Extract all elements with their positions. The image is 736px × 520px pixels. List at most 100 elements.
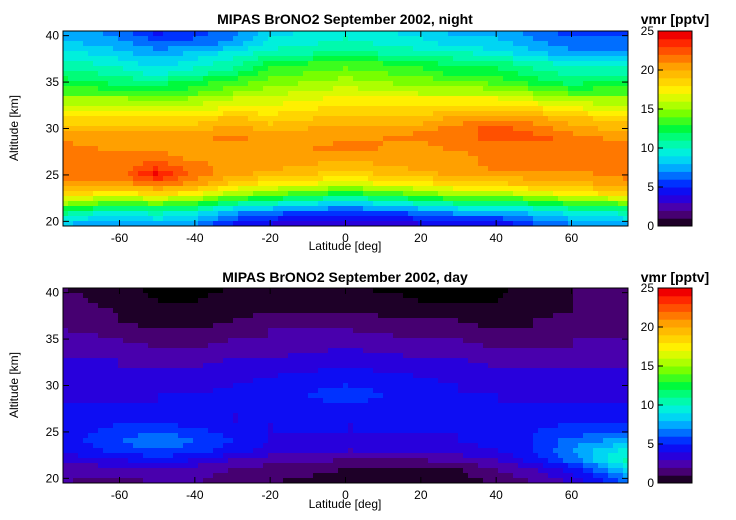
contour-cell [73,31,79,37]
contour-cell [138,308,144,314]
contour-cell [423,196,429,202]
contour-cell [228,146,234,152]
contour-cell [548,46,554,52]
contour-cell [318,156,324,162]
contour-cell [218,303,224,309]
contour-cell [173,136,179,142]
contour-cell [508,196,514,202]
contour-cell [453,293,459,299]
contour-cell [533,166,539,172]
contour-cell [248,41,254,47]
contour-cell [128,126,134,132]
contour-cell [378,51,384,57]
contour-cell [263,136,269,142]
contour-cell [558,161,564,167]
contour-cell [413,96,419,102]
contour-cell [393,303,399,309]
contour-cell [498,96,504,102]
contour-cell [198,201,204,207]
contour-cell [508,96,514,102]
contour-cell [503,141,509,147]
contour-cell [193,293,199,299]
contour-cell [408,201,414,207]
contour-cell [328,101,334,107]
contour-cell [498,76,504,82]
contour-cell [73,41,79,47]
contour-cell [448,161,454,167]
contour-cell [423,293,429,299]
contour-cell [293,41,299,47]
contour-cell [183,91,189,97]
contour-cell [488,196,494,202]
contour-cell [453,211,459,217]
contour-cell [598,161,604,167]
contour-cell [293,288,299,294]
contour-cell [78,41,84,47]
contour-cell [413,201,419,207]
contour-cell [378,76,384,82]
contour-cell [388,186,394,192]
contour-cell [423,121,429,127]
contour-cell [308,101,314,107]
contour-cell [543,298,549,304]
contour-cell [358,66,364,72]
contour-cell [493,146,499,152]
contour-cell [103,136,109,142]
contour-cell [463,166,469,172]
contour-cell [108,146,114,152]
contour-cell [373,181,379,187]
contour-cell [578,91,584,97]
contour-cell [463,201,469,207]
contour-cell [463,116,469,122]
contour-cell [443,196,449,202]
contour-cell [448,211,454,217]
contour-cell [183,81,189,87]
contour-cell [408,101,414,107]
contour-cell [188,303,194,309]
contour-cell [398,146,404,152]
contour-cell [398,191,404,197]
contour-cell [183,31,189,37]
contour-cell [463,111,469,117]
contour-cell [193,36,199,42]
contour-cell [378,196,384,202]
contour-cell [93,66,99,72]
contour-cell [293,136,299,142]
contour-cell [623,61,629,67]
contour-cell [443,91,449,97]
contour-cell [498,36,504,42]
contour-cell [608,66,614,72]
contour-cell [288,216,294,222]
contour-cell [378,91,384,97]
contour-cell [403,146,409,152]
contour-cell [178,288,184,294]
contour-cell [418,293,424,299]
contour-cell [283,106,289,112]
contour-cell [83,141,89,147]
contour-cell [338,131,344,137]
contour-cell [313,166,319,172]
contour-cell [143,66,149,72]
contour-cell [63,96,69,102]
contour-cell [548,176,554,182]
contour-cell [588,161,594,167]
contour-cell [68,211,74,217]
contour-cell [63,111,69,117]
contour-cell [138,166,144,172]
contour-cell [368,46,374,52]
contour-cell [158,46,164,52]
contour-cell [353,106,359,112]
contour-cell [343,166,349,172]
contour-cell [408,186,414,192]
contour-cell [518,161,524,167]
contour-cell [433,76,439,82]
contour-cell [188,186,194,192]
contour-cell [263,186,269,192]
contour-cell [483,161,489,167]
contour-cell [493,206,499,212]
contour-cell [343,196,349,202]
contour-cell [513,96,519,102]
contour-cell [258,131,264,137]
contour-cell [373,91,379,97]
contour-cell [553,121,559,127]
